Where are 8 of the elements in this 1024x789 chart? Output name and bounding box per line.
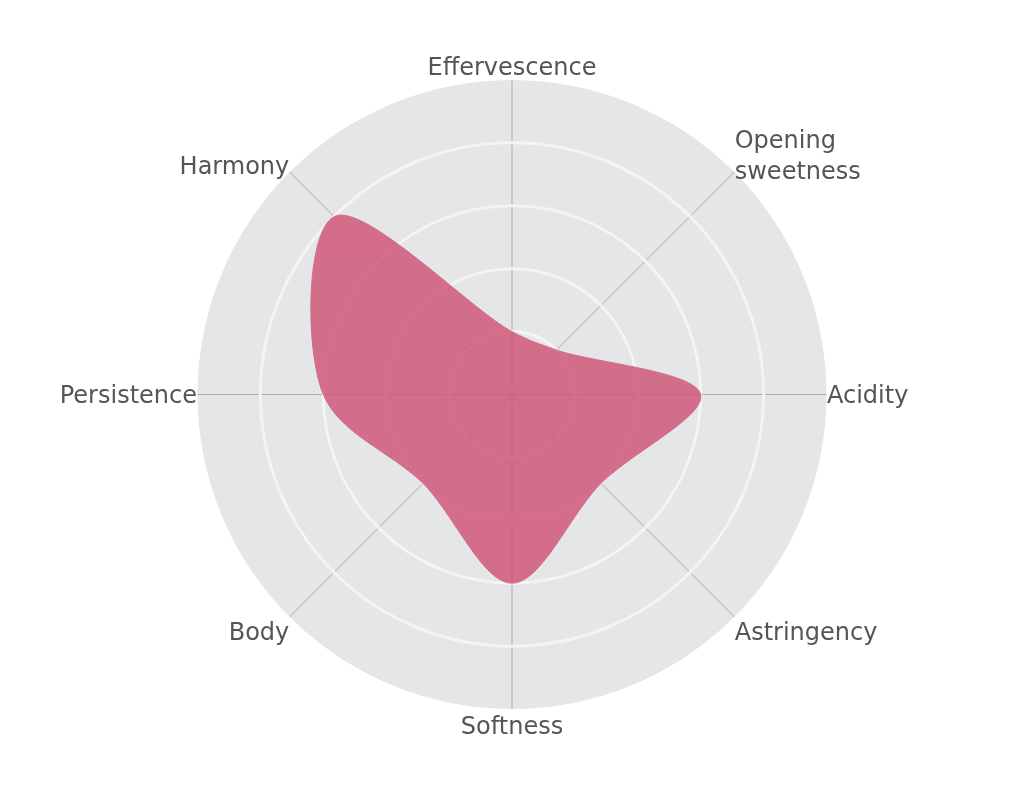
spoke-label: Body — [228, 618, 290, 647]
spoke-label: Astringency — [734, 618, 878, 647]
spoke-label: Harmony — [179, 152, 290, 181]
spoke-label: Opening sweetness — [734, 125, 861, 185]
spoke-label: Acidity — [827, 380, 909, 409]
spoke-label: Persistence — [59, 380, 197, 409]
spoke-label: Effervescence — [427, 52, 597, 81]
spoke-label: Softness — [460, 711, 564, 740]
